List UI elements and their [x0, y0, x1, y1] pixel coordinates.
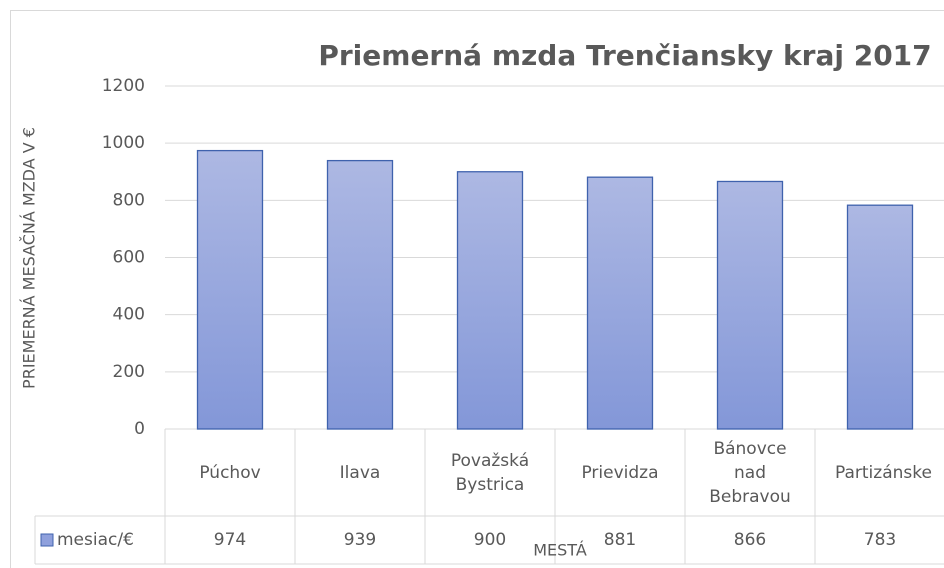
table-value: 939 [344, 530, 376, 550]
x-tick-label: Prievidza [581, 462, 659, 483]
x-tick-label: Partizánske [835, 462, 932, 483]
chart-title: Priemerná mzda Trenčiansky kraj 2017 [318, 39, 931, 72]
table-value: 900 [474, 530, 506, 550]
y-tick-label: 1200 [102, 76, 145, 96]
bar [326, 159, 394, 430]
y-tick-label: 600 [113, 248, 145, 268]
x-tick-label: Púchov [199, 462, 261, 483]
bar [846, 204, 914, 430]
table-value: 881 [604, 530, 636, 550]
x-tick-label: Ilava [339, 462, 381, 483]
bar [716, 180, 784, 430]
y-tick-label: 800 [113, 190, 145, 210]
y-tick-label: 1000 [102, 133, 145, 153]
y-tick-label: 400 [113, 305, 145, 325]
x-axis-title: MESTÁ [533, 541, 587, 560]
table-value: 974 [214, 530, 246, 550]
bar [196, 149, 264, 430]
y-tick-label: 0 [134, 419, 145, 439]
x-tick-label: Bánovce nad Bebravou [709, 438, 791, 507]
table-value: 783 [864, 530, 896, 550]
y-tick-label: 200 [113, 362, 145, 382]
x-tick-label: Považská Bystrica [450, 450, 530, 495]
bar [456, 171, 524, 430]
table-value: 866 [734, 530, 766, 550]
chart-border [10, 10, 944, 568]
legend-label: mesiac/€ [57, 530, 134, 550]
bar [586, 176, 654, 430]
y-axis-title: PRIEMERNÁ MESAČNÁ MZDA V € [20, 127, 39, 389]
legend-marker [40, 533, 54, 547]
